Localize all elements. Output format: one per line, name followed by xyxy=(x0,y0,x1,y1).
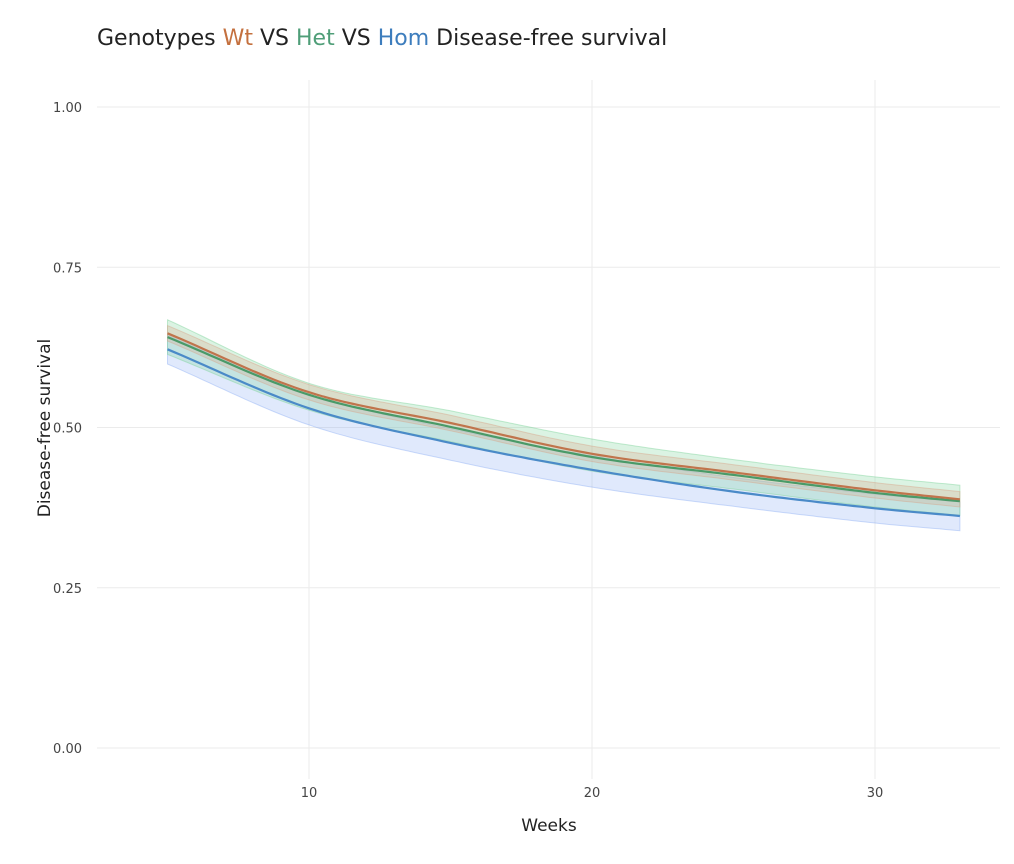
y-tick-label: 0.25 xyxy=(53,582,82,597)
line-wt xyxy=(167,332,961,501)
title-part: Genotypes xyxy=(97,26,223,51)
line-het xyxy=(167,336,961,503)
band-wt xyxy=(167,324,961,508)
title-part: VS xyxy=(252,26,296,51)
y-tick-labels: 0.00 0.25 0.50 0.75 1.00 xyxy=(53,101,82,757)
x-tick-labels: 10 20 30 xyxy=(301,786,884,801)
confidence-bands xyxy=(167,319,961,532)
title-part-hom: Hom xyxy=(377,26,430,51)
line-hom xyxy=(167,348,961,518)
chart-title: Genotypes Wt VS Het VS Hom Disease-free … xyxy=(97,26,667,51)
y-tick-label: 0.75 xyxy=(53,261,82,276)
x-tick-label: 10 xyxy=(301,786,318,801)
gridlines xyxy=(97,80,1000,779)
y-axis-label: Disease-free survival xyxy=(35,339,55,518)
x-tick-label: 20 xyxy=(584,786,601,801)
title-part: VS xyxy=(334,26,378,51)
y-tick-label: 0.00 xyxy=(53,742,82,757)
title-part-het: Het xyxy=(296,26,335,51)
x-axis-label: Weeks xyxy=(521,816,577,836)
band-hom xyxy=(167,334,961,532)
y-tick-label: 1.00 xyxy=(53,101,82,116)
x-tick-label: 30 xyxy=(867,786,884,801)
y-tick-label: 0.50 xyxy=(53,422,82,437)
title-part-wt: Wt xyxy=(222,26,253,51)
title-part: Disease-free survival xyxy=(429,26,668,51)
series-lines xyxy=(167,332,961,518)
